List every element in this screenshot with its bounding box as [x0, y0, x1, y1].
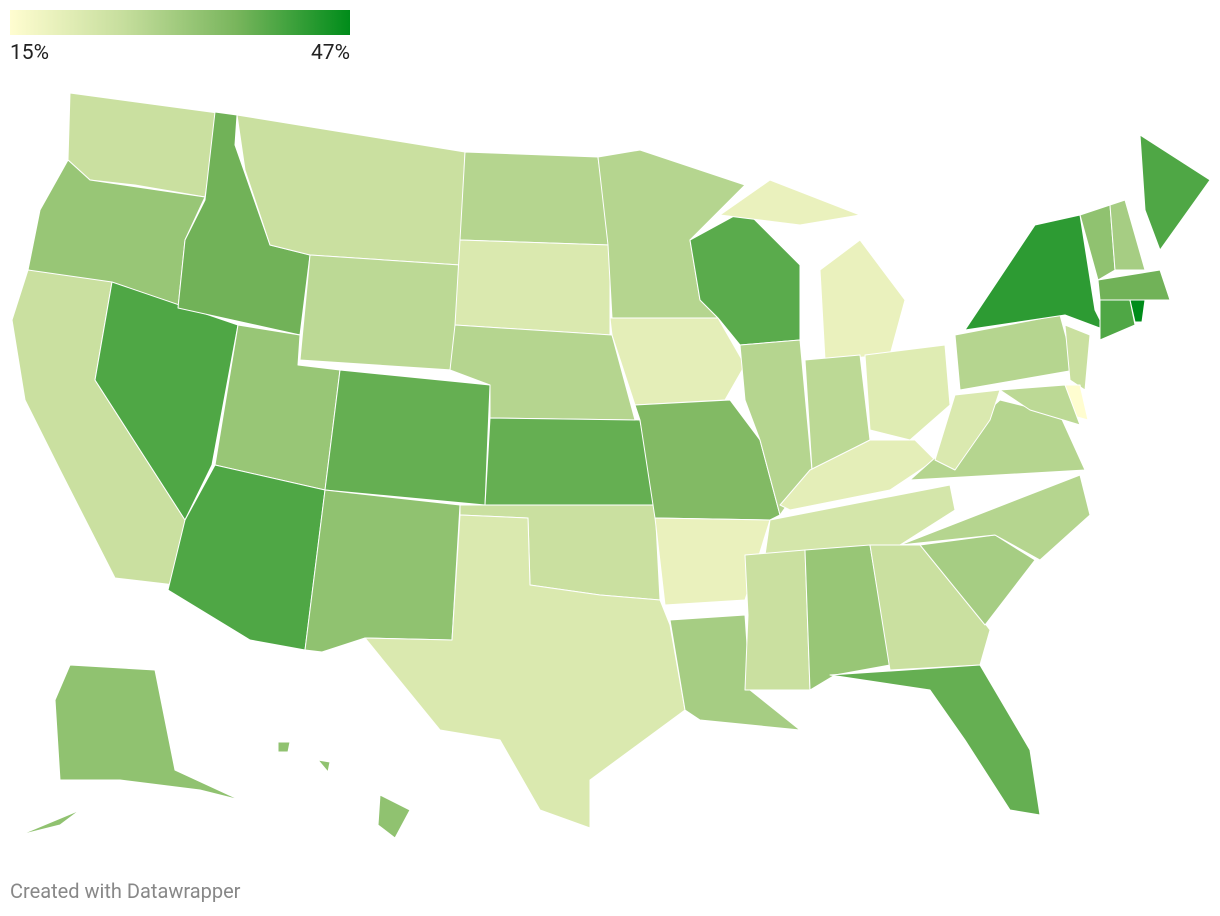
state	[454, 239, 611, 336]
state	[609, 317, 746, 406]
state	[1064, 324, 1091, 391]
state	[654, 517, 771, 606]
state	[764, 484, 956, 556]
state	[864, 344, 951, 441]
state	[1139, 134, 1211, 251]
state	[964, 214, 1106, 331]
legend-bar	[10, 10, 350, 35]
state	[364, 514, 686, 829]
state	[236, 114, 466, 266]
state	[1097, 269, 1171, 301]
state	[177, 111, 311, 336]
state	[277, 741, 411, 839]
state	[669, 614, 801, 731]
legend-label: 47%	[311, 41, 350, 65]
state	[94, 281, 239, 521]
state	[634, 399, 781, 521]
state	[484, 417, 656, 506]
state	[779, 439, 936, 511]
state	[804, 544, 891, 691]
state	[1109, 199, 1146, 271]
state	[934, 389, 1001, 471]
state	[744, 549, 811, 691]
state	[1099, 299, 1136, 341]
state	[739, 339, 813, 516]
state	[304, 489, 461, 653]
state	[919, 534, 1036, 626]
state	[1129, 299, 1146, 323]
state	[324, 369, 491, 506]
state	[719, 179, 906, 361]
footer: Created with Datawrapper	[10, 879, 241, 903]
state	[999, 384, 1081, 426]
state	[459, 151, 611, 246]
state	[829, 664, 1041, 816]
state	[299, 254, 461, 371]
state	[869, 544, 991, 671]
legend-label: 15%	[10, 41, 49, 65]
state	[899, 474, 1091, 561]
state	[19, 664, 241, 836]
